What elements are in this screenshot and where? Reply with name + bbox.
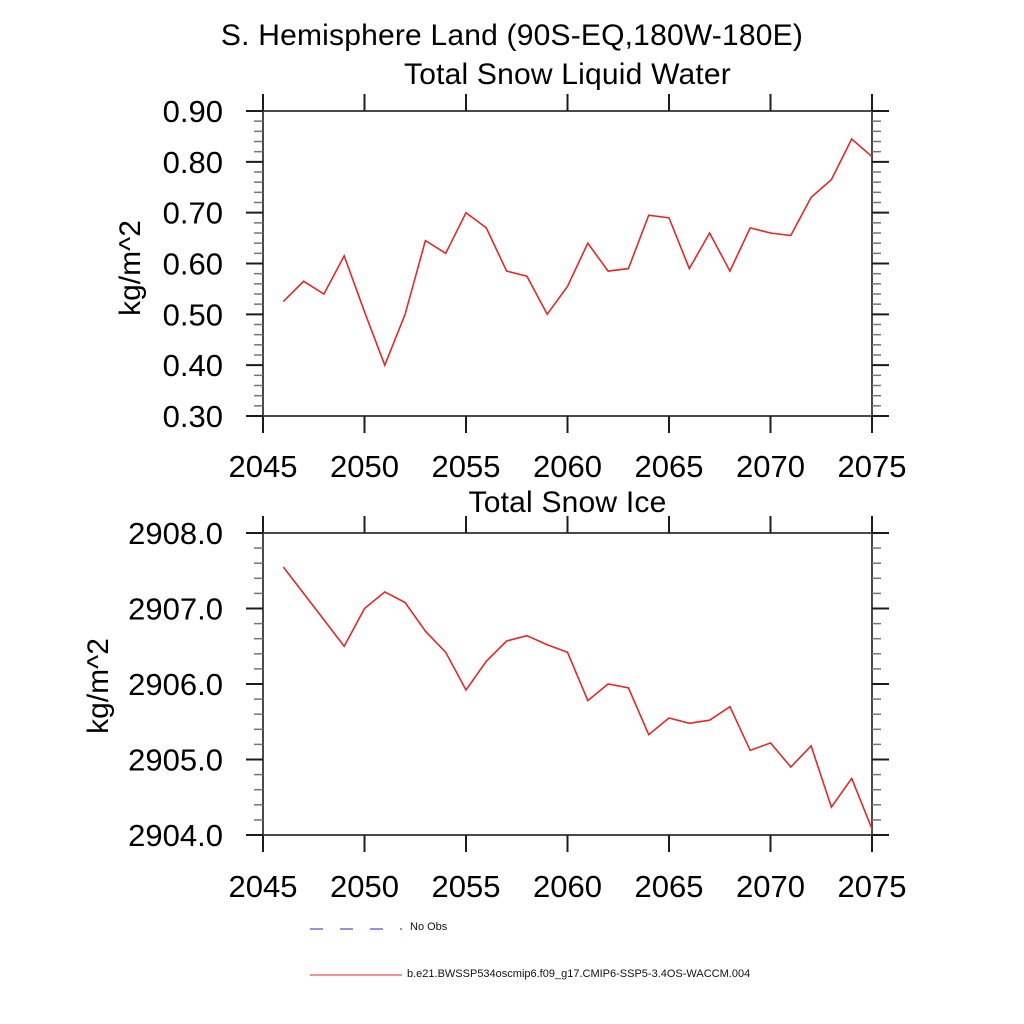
y-tick-label: 0.80 — [163, 145, 223, 180]
x-tick-label: 2050 — [330, 449, 399, 484]
x-tick-label: 2050 — [330, 869, 399, 904]
x-tick-label: 2075 — [838, 869, 907, 904]
plot-box — [262, 532, 873, 836]
legend-label-no-obs: No Obs — [410, 921, 448, 933]
series-line-chart-2 — [282, 566, 873, 830]
x-tick-label: 2075 — [838, 449, 907, 484]
x-tick-label: 2055 — [432, 869, 501, 904]
y-tick-label: 2907.0 — [128, 592, 223, 627]
y-tick-label: 2908.0 — [128, 516, 223, 551]
series-line-chart-1 — [282, 137, 873, 368]
y-tick-label: 0.50 — [163, 297, 223, 332]
y-tick-label: 2905.0 — [128, 743, 223, 778]
y-tick-label: 2906.0 — [128, 667, 223, 702]
x-tick-label: 2065 — [635, 449, 704, 484]
x-tick-label: 2045 — [229, 869, 298, 904]
legend-label-model-run: b.e21.BWSSP534oscmip6.f09_g17.CMIP6-SSP5… — [407, 968, 751, 980]
x-tick-label: 2055 — [432, 449, 501, 484]
x-tick-label: 2070 — [736, 869, 805, 904]
y-tick-label: 0.60 — [163, 247, 223, 282]
chart2-title: Total Snow Ice — [468, 486, 667, 519]
y-tick-label: 0.40 — [163, 348, 223, 383]
y-tick-label: 2904.0 — [128, 818, 223, 853]
plot-box — [262, 110, 873, 417]
x-tick-label: 2065 — [635, 869, 704, 904]
chart-1-plot-area: 2045 2050 2055 2060 2065 2070 2075 0.30 0.40 0.50… — [163, 94, 907, 484]
main-title: S. Hemisphere Land (90S-EQ,180W-180E) — [220, 19, 804, 52]
y-tick-label: 0.30 — [163, 399, 223, 434]
x-tick-label: 2070 — [736, 449, 805, 484]
chart-2-plot-area: 2045 2050 2055 2060 2065 2070 2075 2904.0 2905.0… — [128, 516, 906, 904]
y-tick-label: 0.70 — [163, 196, 223, 231]
x-tick-label: 2060 — [533, 869, 602, 904]
x-tick-label: 2060 — [533, 449, 602, 484]
y-tick-label: 0.90 — [163, 94, 223, 129]
chart1-title: Total Snow Liquid Water — [404, 58, 731, 91]
x-tick-label: 2045 — [229, 449, 298, 484]
